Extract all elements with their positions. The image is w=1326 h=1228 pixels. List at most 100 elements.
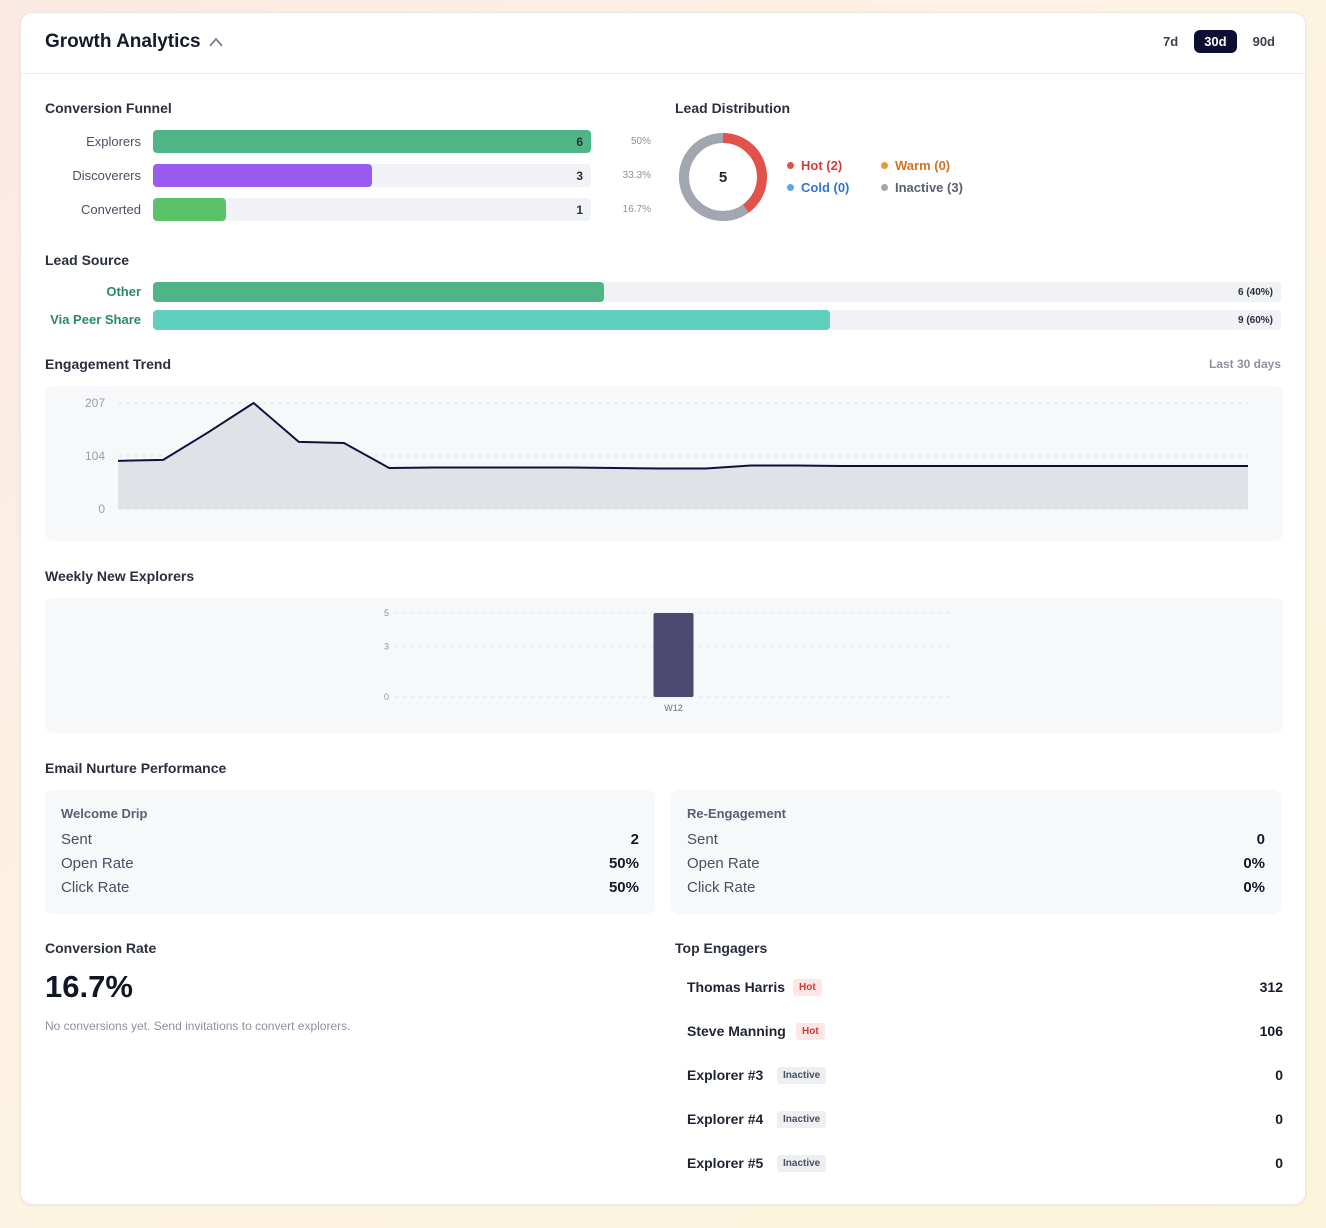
engager-name: Explorer #5 [687, 1155, 764, 1171]
status-badge: Inactive [777, 1067, 827, 1084]
lead-source-row: Via Peer Share 9 (60%) [45, 310, 1283, 330]
engager-row[interactable]: Thomas Harris Hot 312 [687, 976, 1283, 1000]
weekly-bar[interactable] [653, 613, 694, 697]
email-campaign-name: Welcome Drip [61, 806, 148, 821]
funnel-row: Converted 1 16.7% [45, 198, 665, 222]
lead-source-label: Via Peer Share [50, 312, 141, 327]
funnel-bar [153, 130, 591, 153]
lead-source-track: 9 (60%) [153, 310, 1281, 330]
y-tick-label: 0 [98, 502, 105, 516]
trend-area [118, 403, 1248, 509]
weekly-explorers-panel: 5 3 0 W12 [45, 598, 1283, 733]
engager-row[interactable]: Explorer #5 Inactive 0 [687, 1152, 1283, 1176]
top-engagers-title: Top Engagers [675, 940, 768, 956]
funnel-track: 3 [153, 164, 591, 187]
chevron-up-icon[interactable] [208, 36, 224, 48]
engager-score: 312 [1259, 979, 1283, 995]
engager-row[interactable]: Explorer #4 Inactive 0 [687, 1108, 1283, 1132]
y-tick-label: 207 [85, 396, 105, 410]
engager-score: 0 [1275, 1067, 1283, 1083]
legend-dot-inactive [881, 184, 888, 191]
funnel-track: 1 [153, 198, 591, 221]
y-tick-label: 3 [384, 642, 389, 652]
funnel-percent: 50% [630, 136, 651, 147]
engager-name: Steve Manning [687, 1023, 786, 1039]
y-tick-label: 0 [384, 692, 389, 702]
email-row-label: Click Rate [687, 879, 756, 896]
funnel-bar [153, 198, 227, 221]
funnel-label: Discoverers [72, 168, 141, 183]
funnel-bar [153, 164, 372, 187]
funnel-count: 1 [576, 203, 583, 217]
legend-item-inactive: Inactive (3) [881, 180, 963, 195]
legend-dot-warm [881, 162, 888, 169]
email-row-value: 0 [1256, 831, 1265, 848]
engagement-trend-panel: 207 104 0 [45, 386, 1283, 541]
range-tab-7d[interactable]: 7d [1163, 34, 1179, 49]
engager-row[interactable]: Steve Manning Hot 106 [687, 1020, 1283, 1044]
email-row-click-rate: Click Rate 0% [687, 879, 1265, 899]
card-header: Growth Analytics 7d 30d 90d [21, 13, 1305, 74]
status-badge: Hot [793, 979, 822, 996]
lead-source-value: 9 (60%) [1237, 315, 1273, 326]
email-row-value: 50% [608, 855, 639, 872]
y-tick-label: 104 [85, 449, 105, 463]
lead-distribution-legend: Hot (2) Warm (0) Cold (0) Inactive (3) [787, 158, 987, 202]
engagement-trend-title: Engagement Trend [45, 356, 172, 372]
donut-slice-inactive [679, 133, 767, 221]
status-badge: Inactive [777, 1155, 827, 1172]
funnel-count: 3 [576, 169, 583, 183]
weekly-explorers-chart: 5 3 0 W12 [384, 608, 950, 713]
lead-source-title: Lead Source [45, 252, 130, 268]
engager-score: 106 [1259, 1023, 1283, 1039]
email-row-label: Sent [687, 831, 718, 848]
email-title: Email Nurture Performance [45, 760, 227, 776]
growth-analytics-card: Growth Analytics 7d 30d 90d Conversion F… [20, 12, 1306, 1205]
funnel-percent: 33.3% [622, 170, 651, 181]
engager-score: 0 [1275, 1111, 1283, 1127]
funnel-row: Explorers 6 50% [45, 130, 665, 154]
engager-name: Thomas Harris [687, 979, 786, 995]
email-row-value: 0% [1243, 855, 1265, 872]
status-badge: Hot [796, 1023, 825, 1040]
legend-label-warm: Warm (0) [895, 158, 951, 173]
legend-item-cold: Cold (0) [787, 180, 849, 195]
status-badge: Inactive [777, 1111, 827, 1128]
donut-total: 5 [719, 169, 727, 186]
legend-item-hot: Hot (2) [787, 158, 842, 173]
range-tab-30d[interactable]: 30d [1194, 30, 1237, 53]
range-tabs: 7d 30d 90d [1153, 30, 1285, 53]
email-row-value: 2 [630, 831, 639, 848]
legend-dot-hot [787, 162, 794, 169]
lead-source-label: Other [106, 284, 141, 299]
lead-source-bar [153, 310, 830, 330]
engager-name: Explorer #3 [687, 1067, 764, 1083]
lead-distribution-title: Lead Distribution [675, 100, 791, 116]
funnel-label: Explorers [86, 134, 141, 149]
email-row-label: Open Rate [687, 855, 760, 872]
email-card-welcome-drip: Welcome Drip Sent 2 Open Rate 50% Click … [45, 790, 655, 914]
email-row-label: Click Rate [61, 879, 130, 896]
engagement-trend-chart: 207 104 0 [85, 396, 1248, 516]
trend-line [117, 402, 1248, 470]
email-row-value: 50% [608, 879, 639, 896]
engager-name: Explorer #4 [687, 1111, 764, 1127]
email-row-sent: Sent 2 [61, 831, 639, 851]
email-card-re-engagement: Re-Engagement Sent 0 Open Rate 0% Click … [671, 790, 1281, 914]
funnel-label: Converted [81, 202, 141, 217]
x-tick-label: W12 [664, 703, 683, 713]
funnel-row: Discoverers 3 33.3% [45, 164, 665, 188]
email-row-open-rate: Open Rate 50% [61, 855, 639, 875]
legend-label-hot: Hot (2) [801, 158, 843, 173]
email-row-sent: Sent 0 [687, 831, 1265, 851]
email-row-label: Sent [61, 831, 92, 848]
conversion-note: No conversions yet. Send invitations to … [45, 1019, 351, 1033]
engager-row[interactable]: Explorer #3 Inactive 0 [687, 1064, 1283, 1088]
lead-source-bar [153, 282, 605, 302]
email-row-label: Open Rate [61, 855, 134, 872]
funnel-title: Conversion Funnel [45, 100, 172, 116]
legend-label-cold: Cold (0) [801, 180, 850, 195]
conversion-rate-value: 16.7% [45, 969, 133, 1004]
lead-distribution-donut: 5 [679, 133, 767, 221]
range-tab-90d[interactable]: 90d [1252, 34, 1275, 49]
